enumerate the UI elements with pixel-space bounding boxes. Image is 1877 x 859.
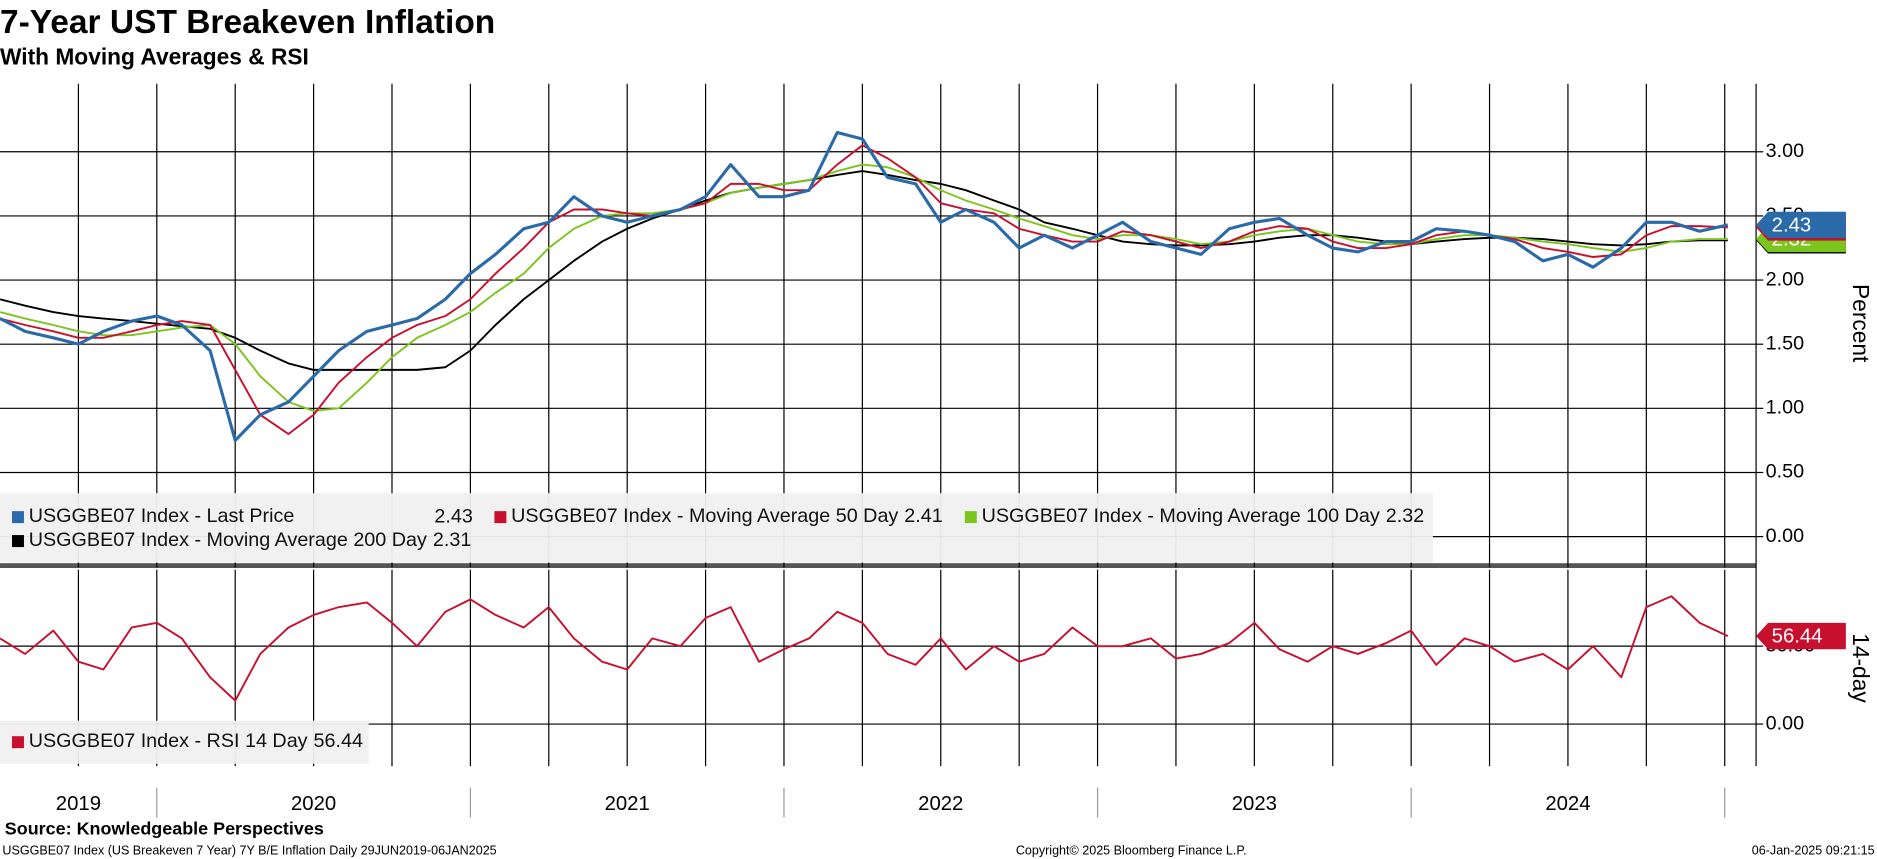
footer-description: USGGBE07 Index (US Breakeven 7 Year) 7Y …	[2, 843, 496, 857]
legend-swatch	[494, 511, 507, 524]
y-tick-label: 0.00	[1766, 525, 1804, 547]
series-line	[0, 595, 1729, 702]
legend-value: 2.43	[434, 505, 472, 527]
copyright: Copyright© 2025 Bloomberg Finance L.P.	[1016, 843, 1247, 857]
legend-value: 2.32	[1386, 505, 1424, 527]
legend-value: 56.44	[314, 730, 363, 752]
legend-label: USGGBE07 Index - Moving Average 100 Day 2…	[982, 505, 1425, 527]
series-line	[0, 130, 1729, 442]
legend-box	[0, 720, 369, 764]
x-tick-label: 2021	[605, 793, 650, 815]
chart-subtitle: With Moving Averages & RSI	[0, 44, 309, 70]
legend-label: USGGBE07 Index - Moving Average 50 Day 2.…	[511, 505, 943, 527]
legend-label: USGGBE07 Index - Moving Average 200 Day 2…	[29, 529, 472, 551]
y-tick-label: 3.00	[1766, 140, 1804, 162]
x-tick-label: 2020	[291, 793, 336, 815]
legend-value: 2.41	[904, 505, 942, 527]
timestamp: 06-Jan-2025 09:21:15	[1752, 843, 1875, 857]
panel-separator	[0, 563, 1757, 568]
series-line	[0, 163, 1728, 412]
source: Source: Knowledgeable Perspectives	[5, 818, 324, 838]
y-tick-label: 0.00	[1766, 712, 1804, 734]
legend-label: USGGBE07 Index - Last Price	[29, 505, 295, 527]
legend-swatch	[11, 535, 24, 548]
legend-label: USGGBE07 Index - RSI 14 Day 56.44	[29, 730, 363, 752]
legend-swatch	[11, 736, 24, 749]
series-line	[0, 144, 1728, 436]
y-axis-label: 14-day	[1848, 633, 1874, 703]
x-tick-label: 2019	[56, 793, 101, 815]
x-tick-label: 2024	[1545, 793, 1590, 815]
y-tick-label: 2.00	[1766, 268, 1804, 290]
y-axis-label: Percent	[1848, 284, 1874, 363]
y-tick-label: 1.00	[1766, 397, 1804, 419]
y-tick-label: 1.50	[1766, 332, 1804, 354]
legend-name: USGGBE07 Index - Moving Average 50 Day	[511, 505, 898, 527]
y-tick-label: 0.50	[1766, 461, 1804, 483]
legend-swatch	[964, 511, 977, 524]
series-line	[0, 170, 1728, 371]
chart-title: 7-Year UST Breakeven Inflation	[0, 4, 495, 41]
legend-swatch	[11, 511, 24, 524]
legend-name: USGGBE07 Index - RSI 14 Day	[29, 730, 308, 752]
x-tick-label: 2022	[918, 793, 963, 815]
value-tag	[1756, 211, 1846, 239]
legend-box	[0, 493, 1433, 563]
legend-name: USGGBE07 Index - Last Price	[29, 505, 295, 527]
legend-name: USGGBE07 Index - Moving Average 200 Day	[29, 529, 427, 551]
value-tag-label: 56.44	[1772, 626, 1823, 648]
value-tag	[1756, 622, 1846, 650]
value-tag-label: 2.43	[1772, 214, 1812, 236]
x-tick-label: 2023	[1232, 793, 1277, 815]
legend-name: USGGBE07 Index - Moving Average 100 Day	[982, 505, 1380, 527]
legend-value: 2.31	[433, 529, 471, 551]
